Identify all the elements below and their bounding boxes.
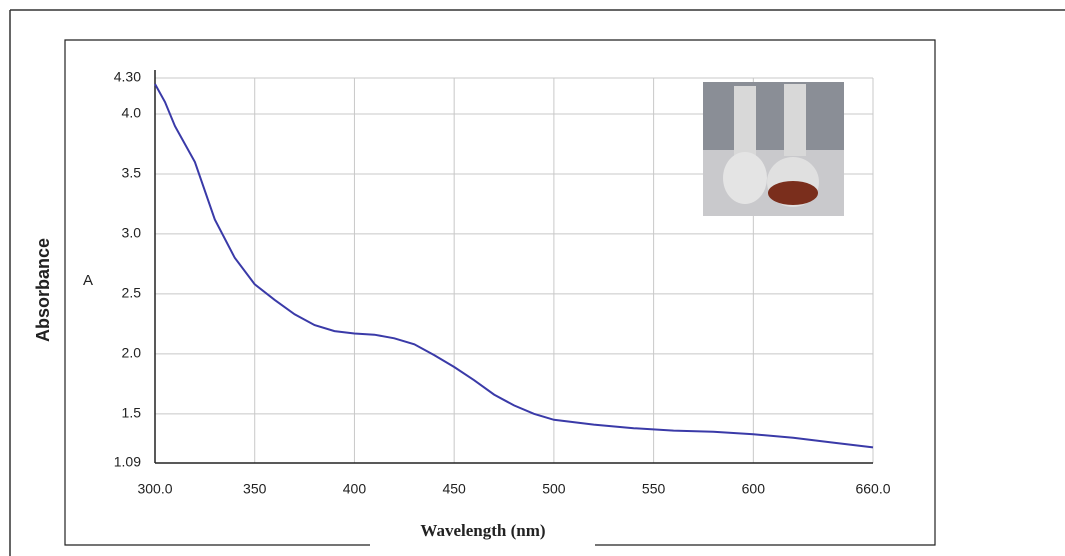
y-tick-label: 4.30: [114, 69, 141, 85]
x-tick-label: 300.0: [137, 481, 172, 497]
x-tick-label: 350: [243, 481, 267, 497]
plot-area: 1.09 1.5 2.0 2.5 3.0 3.5 4.0 4.30 300.0 350 400 450…: [114, 69, 891, 497]
absorbance-line: [154, 83, 874, 449]
y-unit-label: A: [83, 272, 93, 289]
flask-left: [723, 152, 767, 204]
foil-right: [784, 84, 806, 156]
y-tick-label: 1.5: [122, 405, 142, 421]
x-tick-label: 600: [742, 481, 766, 497]
y-tick-label: 2.0: [122, 345, 142, 361]
y-tick-label: 4.0: [122, 105, 142, 121]
x-tick-label: 500: [542, 481, 566, 497]
y-axis-title: Absorbance: [33, 238, 53, 342]
inner-frame: [64, 39, 936, 546]
inset-photo: [703, 82, 844, 216]
x-axis-title: Wavelength (nm): [420, 521, 545, 540]
y-tick-label: 3.5: [122, 165, 142, 181]
y-tick-label: 3.0: [122, 225, 142, 241]
x-tick-label: 660.0: [855, 481, 890, 497]
x-tick-label: 550: [642, 481, 666, 497]
x-tick-label: 450: [442, 481, 466, 497]
y-tick-label: 2.5: [122, 285, 142, 301]
x-tick-label: 400: [343, 481, 367, 497]
foil-left: [734, 86, 756, 156]
flask-liquid: [768, 181, 818, 205]
y-tick-label: 1.09: [114, 454, 141, 470]
